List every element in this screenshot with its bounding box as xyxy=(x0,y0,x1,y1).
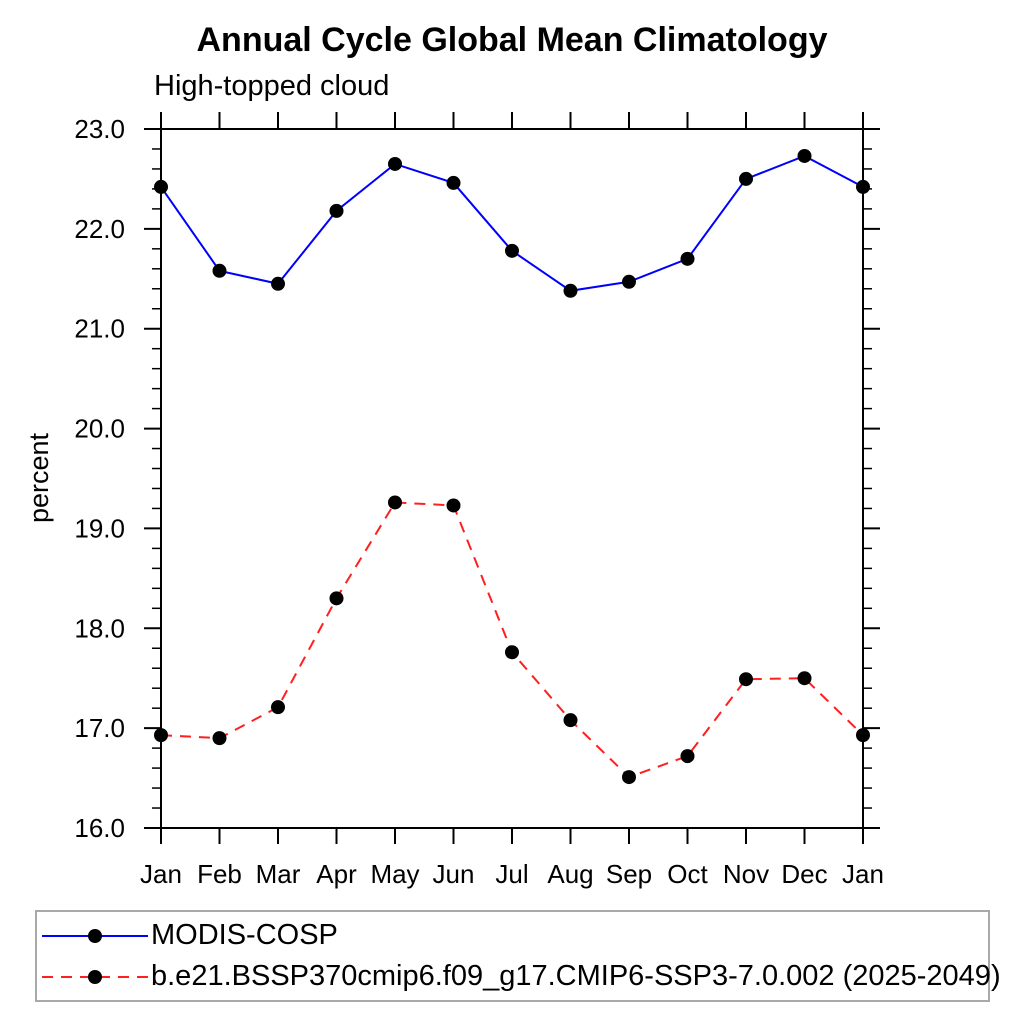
y-axis-title: percent xyxy=(24,432,54,523)
legend-label: MODIS-COSP xyxy=(151,919,338,951)
svg-text:Mar: Mar xyxy=(256,859,301,889)
svg-text:Aug: Aug xyxy=(547,859,593,889)
svg-text:Sep: Sep xyxy=(606,859,652,889)
legend: MODIS-COSP b.e21.BSSP370cmip6.f09_g17.CM… xyxy=(35,910,1001,1002)
data-series xyxy=(154,148,870,785)
svg-text:Nov: Nov xyxy=(723,859,769,889)
svg-text:Dec: Dec xyxy=(781,859,827,889)
svg-text:22.0: 22.0 xyxy=(74,214,125,244)
svg-text:21.0: 21.0 xyxy=(74,314,125,344)
svg-text:Jan: Jan xyxy=(842,859,884,889)
x-axis-labels: Jan Feb Mar Apr May Jun Jul Aug Sep Oct Nov Dec Jan xyxy=(140,859,884,889)
svg-text:May: May xyxy=(370,859,419,889)
svg-text:Jul: Jul xyxy=(495,859,528,889)
svg-text:Feb: Feb xyxy=(197,859,242,889)
legend-line-sample-dashed-icon xyxy=(42,969,148,984)
svg-text:16.0: 16.0 xyxy=(74,813,125,843)
legend-line-sample-solid-icon xyxy=(42,928,148,943)
axis-ticks xyxy=(144,112,880,844)
legend-item-model-run: b.e21.BSSP370cmip6.f09_g17.CMIP6-SSP3-7.… xyxy=(37,956,1001,997)
svg-text:Jan: Jan xyxy=(140,859,182,889)
legend-item-modis-cosp: MODIS-COSP xyxy=(37,915,988,956)
svg-text:20.0: 20.0 xyxy=(74,414,125,444)
y-axis-labels: 16.0 17.0 18.0 19.0 20.0 21.0 22.0 23.0 xyxy=(74,114,125,843)
svg-text:23.0: 23.0 xyxy=(74,114,125,144)
svg-text:18.0: 18.0 xyxy=(74,613,125,643)
svg-text:Oct: Oct xyxy=(667,859,708,889)
legend-label: b.e21.BSSP370cmip6.f09_g17.CMIP6-SSP3-7.… xyxy=(151,960,1001,992)
chart-subtitle: High-topped cloud xyxy=(154,70,390,102)
svg-text:Apr: Apr xyxy=(316,859,357,889)
svg-text:19.0: 19.0 xyxy=(74,513,125,543)
svg-text:Jun: Jun xyxy=(433,859,475,889)
plot-frame xyxy=(160,128,864,829)
chart-title: Annual Cycle Global Mean Climatology xyxy=(196,21,828,59)
svg-text:17.0: 17.0 xyxy=(74,713,125,743)
